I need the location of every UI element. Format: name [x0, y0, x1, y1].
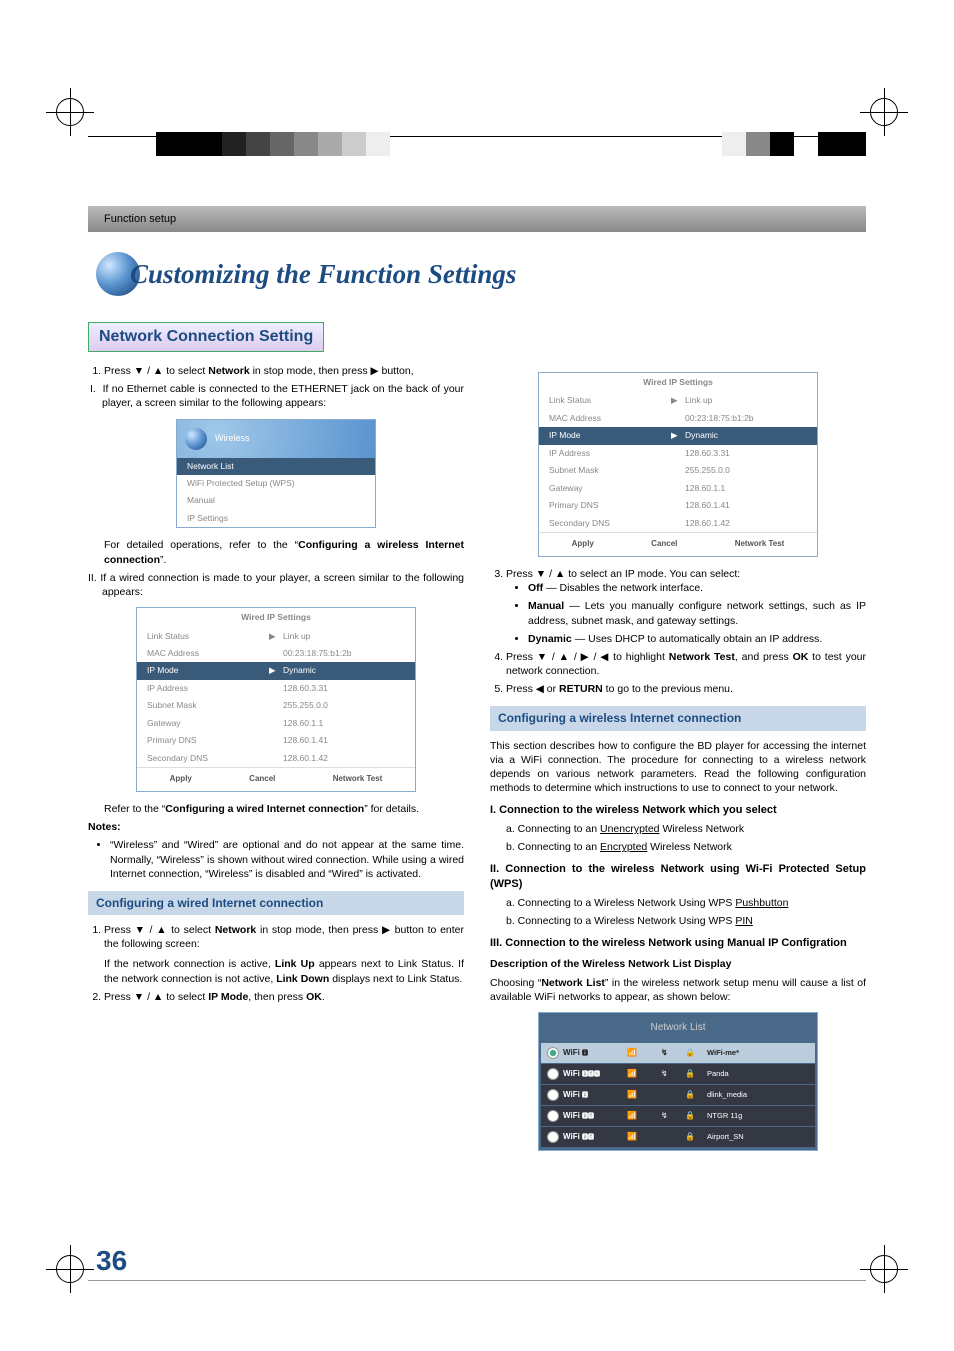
notes-list: “Wireless” and “Wired” are optional and …	[88, 838, 464, 881]
roman-II: II. If a wired connection is made to you…	[102, 571, 464, 599]
wifi-network-row: WiFi 🅱🅶📶🔒Airport_SN	[541, 1127, 815, 1147]
wired-ip-screenshot-2: Wired IP Settings Link Status▶Link upMAC…	[538, 372, 818, 557]
lock-icon: 🔒	[685, 1048, 703, 1059]
ip-setting-row: Link Status▶Link up	[137, 628, 415, 645]
roman-II-heading: II. Connection to the wireless Network u…	[490, 862, 866, 892]
radio-icon	[547, 1131, 559, 1143]
ip-setting-row: Subnet Mask255.255.0.0	[137, 697, 415, 714]
ip-setting-row: MAC Address00:23:18:75:b1:2b	[137, 645, 415, 662]
link-icon: ↯	[661, 1111, 681, 1122]
step-3: Press ▼ / ▲ to select an IP mode. You ca…	[506, 567, 866, 646]
note-item: “Wireless” and “Wired” are optional and …	[110, 838, 464, 881]
ui-footer-button: Apply	[572, 539, 594, 550]
step-5: Press ◀ or RETURN to go to the previous …	[506, 682, 866, 696]
ip-setting-row: IP Mode▶Dynamic	[539, 427, 817, 444]
notes-heading: Notes:	[88, 820, 464, 834]
subsection-box: Configuring a wired Internet connection	[88, 891, 464, 915]
page-footer-line	[88, 1280, 866, 1281]
ui-footer: Apply Cancel Network Test	[137, 767, 415, 791]
ip-setting-row: IP Address128.60.3.31	[137, 680, 415, 697]
signal-icon: 📶	[627, 1048, 657, 1059]
subsection-box: Configuring a wireless Internet connecti…	[490, 706, 866, 730]
wired-step-2: Press ▼ / ▲ to select IP Mode, then pres…	[104, 990, 464, 1004]
menu-item: Manual	[177, 492, 375, 509]
ui-footer-button: Network Test	[333, 774, 383, 785]
desc-heading: Description of the Wireless Network List…	[490, 957, 866, 971]
ip-setting-row: Secondary DNS128.60.1.42	[539, 515, 817, 532]
roman-I-detail: For detailed operations, refer to the “C…	[88, 538, 464, 566]
header-strip: Function setup	[88, 206, 866, 232]
ui-footer-button: Network Test	[735, 539, 785, 550]
signal-icon: 📶	[627, 1111, 657, 1122]
step-1: Press ▼ / ▲ to select Network in stop mo…	[104, 364, 464, 378]
roman-I-heading: I. Connection to the wireless Network wh…	[490, 803, 866, 818]
wireless-menu-screenshot: Wireless Network ListWiFi Protected Setu…	[176, 419, 376, 529]
ip-setting-row: Link Status▶Link up	[539, 392, 817, 409]
radio-icon	[547, 1047, 559, 1059]
wifi-network-row: WiFi 🅱🅶📶↯🔒NTGR 11g	[541, 1106, 815, 1126]
page: Function setup Customizing the Function …	[0, 0, 954, 1351]
lock-icon: 🔒	[685, 1111, 703, 1122]
wired-steps: Press ▼ / ▲ to select Network in stop mo…	[88, 923, 464, 1004]
lock-icon: 🔒	[685, 1090, 703, 1101]
ip-setting-row: MAC Address00:23:18:75:b1:2b	[539, 410, 817, 427]
link-icon: ↯	[661, 1048, 681, 1059]
ip-setting-row: Subnet Mask255.255.0.0	[539, 462, 817, 479]
chapter-heading: Customizing the Function Settings	[96, 252, 866, 296]
lock-icon: 🔒	[685, 1069, 703, 1080]
ui-header: Wireless	[177, 420, 375, 458]
registration-mark	[860, 1245, 908, 1293]
ip-setting-row: Primary DNS128.60.1.41	[137, 732, 415, 749]
registration-mark	[46, 1245, 94, 1293]
wired-ip-screenshot-1: Wired IP Settings Link Status▶Link upMAC…	[136, 607, 416, 792]
wireless-intro: This section describes how to configure …	[490, 739, 866, 796]
two-column-body: Press ▼ / ▲ to select Network in stop mo…	[88, 364, 866, 1159]
signal-icon: 📶	[627, 1069, 657, 1080]
right-column: Wired IP Settings Link Status▶Link upMAC…	[490, 364, 866, 1159]
wifi-network-row: WiFi 🅱📶🔒dlink_media	[541, 1085, 815, 1105]
ip-setting-row: Secondary DNS128.60.1.42	[137, 750, 415, 767]
ui-footer-button: Cancel	[249, 774, 275, 785]
registration-mark	[860, 88, 908, 136]
ip-setting-row: IP Address128.60.3.31	[539, 445, 817, 462]
chapter-title: Customizing the Function Settings	[130, 259, 516, 290]
menu-item: Network List	[177, 458, 375, 475]
step-4: Press ▼ / ▲ / ▶ / ◀ to highlight Network…	[506, 650, 866, 678]
sphere-icon	[185, 428, 207, 450]
section-title: Network Connection Setting	[99, 328, 313, 346]
ui-footer-button: Apply	[170, 774, 192, 785]
radio-icon	[547, 1068, 559, 1080]
menu-item: IP Settings	[177, 510, 375, 527]
left-column: Press ▼ / ▲ to select Network in stop mo…	[88, 364, 464, 1159]
menu-item: WiFi Protected Setup (WPS)	[177, 475, 375, 492]
wired-step-1: Press ▼ / ▲ to select Network in stop mo…	[104, 923, 464, 986]
ip-setting-row: Gateway128.60.1.1	[539, 480, 817, 497]
header-text: Function setup	[104, 213, 176, 225]
registration-mark	[46, 88, 94, 136]
ip-setting-row: Gateway128.60.1.1	[137, 715, 415, 732]
lock-icon: 🔒	[685, 1132, 703, 1143]
main-steps-list: Press ▼ / ▲ to select Network in stop mo…	[88, 364, 464, 378]
roman-I: I. If no Ethernet cable is connected to …	[100, 382, 464, 410]
ui-footer: Apply Cancel Network Test	[539, 532, 817, 556]
ip-setting-row: Primary DNS128.60.1.41	[539, 497, 817, 514]
page-number: 36	[96, 1245, 127, 1277]
ip-setting-row: IP Mode▶Dynamic	[137, 662, 415, 679]
print-color-bar	[88, 144, 866, 188]
network-list-screenshot: Network List WiFi 🅱📶↯🔒WiFi-me*WiFi 🅱🅶🅽📶↯…	[538, 1012, 818, 1152]
section-box: Network Connection Setting	[88, 322, 324, 352]
wifi-network-row: WiFi 🅱📶↯🔒WiFi-me*	[541, 1043, 815, 1063]
roman-II-detail: Refer to the “Configuring a wired Intern…	[88, 802, 464, 816]
continued-steps: Press ▼ / ▲ to select an IP mode. You ca…	[490, 567, 866, 696]
wifi-network-row: WiFi 🅱🅶🅽📶↯🔒Panda	[541, 1064, 815, 1084]
radio-icon	[547, 1110, 559, 1122]
signal-icon: 📶	[627, 1132, 657, 1143]
radio-icon	[547, 1089, 559, 1101]
roman-III-heading: III. Connection to the wireless Network …	[490, 936, 866, 951]
signal-icon: 📶	[627, 1090, 657, 1101]
ui-footer-button: Cancel	[651, 539, 677, 550]
link-icon: ↯	[661, 1069, 681, 1080]
